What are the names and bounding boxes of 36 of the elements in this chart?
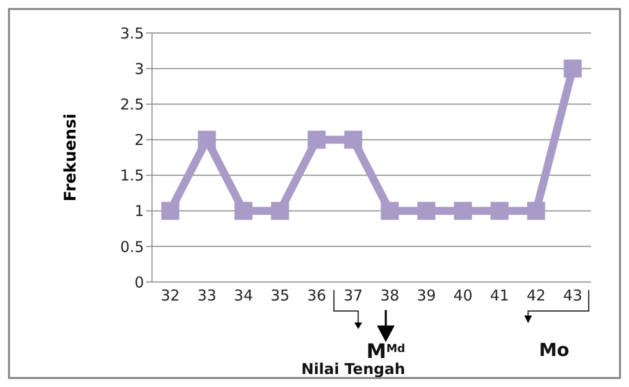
text: Mo [538, 340, 570, 361]
x-tick-label: 39 [416, 286, 436, 305]
x-tick-label: 42 [526, 286, 546, 305]
point [344, 130, 362, 149]
point [490, 202, 509, 220]
point [198, 130, 216, 149]
x-tick-label: 36 [307, 286, 326, 305]
y-axis-title: Frekuensi [60, 114, 80, 202]
point [271, 202, 290, 220]
x-tick-label: 33 [197, 286, 216, 305]
y-tick-label: 0 [134, 273, 144, 292]
y-tick-label: 0.5 [120, 238, 144, 256]
y-tick-label: 1.5 [120, 166, 144, 185]
point [454, 202, 472, 220]
point [161, 202, 180, 220]
x-tick-label: 38 [380, 286, 400, 305]
y-tick-label: 2 [134, 131, 144, 150]
x-tick-label: 35 [270, 286, 290, 305]
y-tick-label: 2.5 [120, 95, 144, 114]
text: M$^{Md}$ [366, 339, 406, 363]
point [308, 130, 326, 149]
point [380, 202, 399, 220]
x-tick-label: 40 [453, 286, 473, 305]
y-tick-label: 3 [134, 60, 144, 78]
y-tick-label: 3.5 [120, 24, 144, 42]
text: Nilai Tengah [301, 360, 406, 378]
point [234, 202, 252, 220]
y-tick-label: 1 [134, 202, 144, 220]
x-tick-label: 41 [490, 286, 510, 305]
x-tick-label: 37 [344, 286, 363, 305]
point [564, 60, 582, 78]
x-tick-label: 34 [234, 286, 254, 305]
point [527, 202, 546, 220]
point [417, 202, 436, 220]
x-tick-label: 32 [160, 286, 180, 305]
x-tick-label: 43 [563, 286, 582, 305]
